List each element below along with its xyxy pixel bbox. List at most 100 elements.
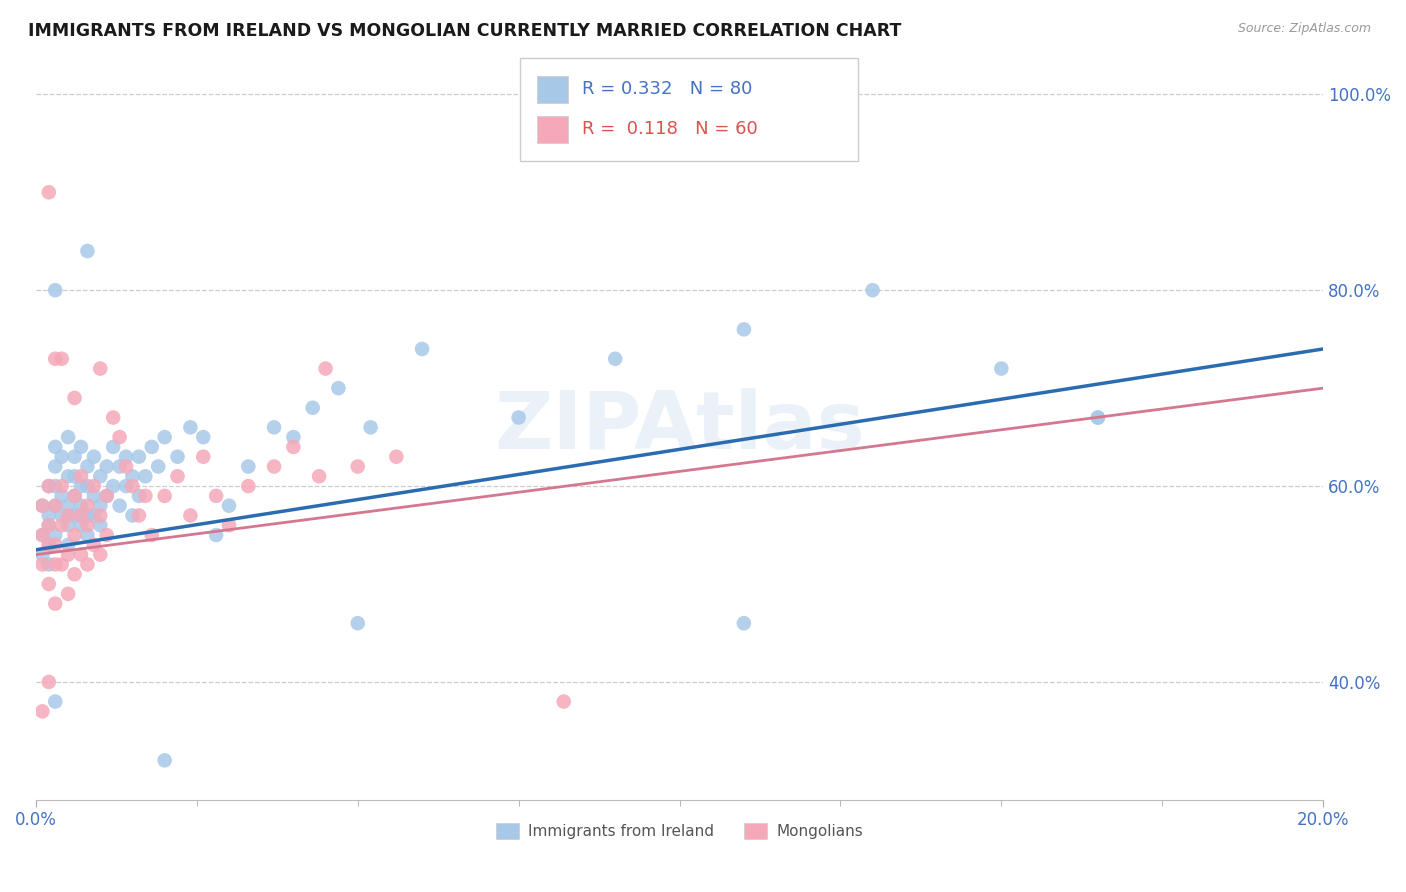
Point bbox=[89, 518, 111, 533]
Point bbox=[51, 518, 73, 533]
Point bbox=[121, 508, 143, 523]
Legend: Immigrants from Ireland, Mongolians: Immigrants from Ireland, Mongolians bbox=[489, 817, 869, 846]
Point bbox=[115, 450, 138, 464]
Point bbox=[101, 410, 124, 425]
Point bbox=[385, 450, 408, 464]
Text: R = 0.332   N = 80: R = 0.332 N = 80 bbox=[582, 80, 752, 98]
Point bbox=[56, 538, 79, 552]
Point bbox=[346, 616, 368, 631]
Point bbox=[128, 450, 150, 464]
Point bbox=[360, 420, 382, 434]
Point bbox=[346, 459, 368, 474]
Point bbox=[51, 450, 73, 464]
Point bbox=[96, 489, 118, 503]
Point bbox=[63, 489, 86, 503]
Point bbox=[101, 479, 124, 493]
Point bbox=[315, 361, 337, 376]
Point bbox=[63, 508, 86, 523]
Point bbox=[283, 440, 305, 454]
Point bbox=[108, 430, 131, 444]
Point bbox=[76, 528, 98, 542]
Point bbox=[76, 499, 98, 513]
Point bbox=[56, 430, 79, 444]
Point bbox=[153, 489, 176, 503]
Point bbox=[56, 548, 79, 562]
Point bbox=[56, 508, 79, 523]
Point bbox=[70, 440, 93, 454]
Point bbox=[38, 577, 60, 591]
Point bbox=[70, 479, 93, 493]
Point bbox=[733, 322, 755, 336]
Point bbox=[51, 558, 73, 572]
Point bbox=[308, 469, 330, 483]
Point bbox=[44, 538, 66, 552]
Point bbox=[56, 587, 79, 601]
Point bbox=[38, 518, 60, 533]
Point bbox=[63, 528, 86, 542]
Point bbox=[70, 548, 93, 562]
Point bbox=[218, 499, 240, 513]
Point bbox=[70, 469, 93, 483]
Point bbox=[205, 528, 228, 542]
Point bbox=[76, 479, 98, 493]
Point bbox=[193, 450, 215, 464]
Point bbox=[134, 489, 156, 503]
Point bbox=[990, 361, 1012, 376]
Point bbox=[56, 518, 79, 533]
Point bbox=[508, 410, 530, 425]
Point bbox=[148, 459, 170, 474]
Point bbox=[76, 558, 98, 572]
Point bbox=[179, 508, 201, 523]
Point bbox=[38, 479, 60, 493]
Point bbox=[238, 459, 260, 474]
Point bbox=[263, 420, 285, 434]
Point bbox=[89, 548, 111, 562]
Point bbox=[51, 489, 73, 503]
Point bbox=[44, 499, 66, 513]
Point bbox=[44, 558, 66, 572]
Point bbox=[166, 469, 188, 483]
Point bbox=[38, 508, 60, 523]
Text: R =  0.118   N = 60: R = 0.118 N = 60 bbox=[582, 120, 758, 138]
Point bbox=[153, 430, 176, 444]
Point bbox=[83, 489, 105, 503]
Point bbox=[121, 469, 143, 483]
Point bbox=[44, 479, 66, 493]
Point bbox=[134, 469, 156, 483]
Point bbox=[31, 548, 53, 562]
Point bbox=[263, 459, 285, 474]
Point bbox=[96, 459, 118, 474]
Point bbox=[83, 538, 105, 552]
Point bbox=[141, 440, 163, 454]
Point bbox=[1087, 410, 1109, 425]
Point bbox=[89, 361, 111, 376]
Point bbox=[218, 518, 240, 533]
Point bbox=[63, 489, 86, 503]
Point bbox=[70, 499, 93, 513]
Point bbox=[141, 528, 163, 542]
Point bbox=[44, 283, 66, 297]
Point bbox=[83, 450, 105, 464]
Point bbox=[31, 499, 53, 513]
Point bbox=[38, 675, 60, 690]
Point bbox=[63, 450, 86, 464]
Point bbox=[63, 567, 86, 582]
Point bbox=[76, 459, 98, 474]
Point bbox=[44, 440, 66, 454]
Point bbox=[115, 479, 138, 493]
Point bbox=[31, 499, 53, 513]
Point bbox=[89, 508, 111, 523]
Point bbox=[31, 704, 53, 718]
Point bbox=[51, 351, 73, 366]
Point bbox=[63, 469, 86, 483]
Point bbox=[121, 479, 143, 493]
Point bbox=[128, 489, 150, 503]
Point bbox=[128, 508, 150, 523]
Point bbox=[76, 508, 98, 523]
Point bbox=[96, 528, 118, 542]
Point bbox=[89, 469, 111, 483]
Point bbox=[56, 469, 79, 483]
Point bbox=[51, 508, 73, 523]
Point bbox=[70, 518, 93, 533]
Point bbox=[166, 450, 188, 464]
